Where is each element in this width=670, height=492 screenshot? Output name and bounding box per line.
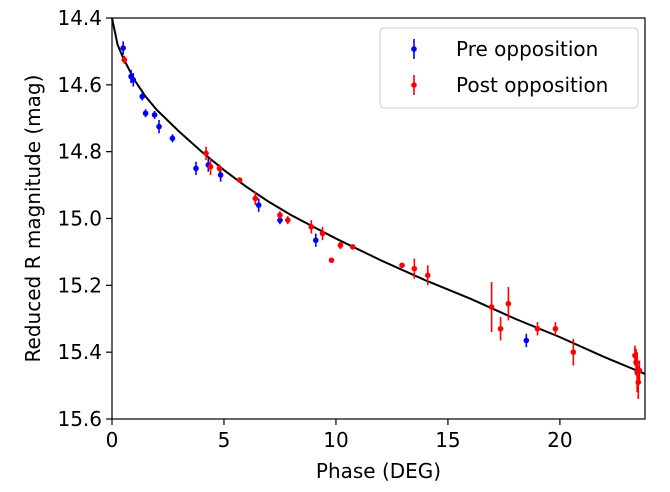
x-axis-ticks: 0 5 10 15 20 xyxy=(106,419,573,452)
x-tick-label: 20 xyxy=(547,428,572,452)
y-tick-label: 15.0 xyxy=(57,207,102,231)
y-axis-label: Reduced R magnitude (mag) xyxy=(21,75,45,363)
x-axis-label: Phase (DEG) xyxy=(316,459,441,483)
data-point xyxy=(285,217,291,223)
data-point xyxy=(488,304,495,310)
fit-curve xyxy=(111,17,646,375)
data-point xyxy=(552,325,559,332)
legend-label: Pre opposition xyxy=(456,37,598,61)
data-point xyxy=(328,257,335,264)
data-point xyxy=(236,177,243,183)
x-tick-label: 10 xyxy=(323,428,348,452)
data-point xyxy=(217,172,224,178)
data-point xyxy=(252,195,259,202)
series-pre-opposition xyxy=(120,41,530,348)
data-point xyxy=(570,349,577,355)
legend-marker xyxy=(411,82,417,88)
legend-label: Post opposition xyxy=(456,73,608,97)
x-tick-label: 15 xyxy=(435,428,460,452)
data-point xyxy=(636,367,643,374)
data-point xyxy=(216,165,223,172)
data-point xyxy=(635,379,642,386)
data-point xyxy=(399,262,405,269)
data-point xyxy=(523,337,530,344)
data-point xyxy=(505,300,512,307)
y-tick-label: 14.4 xyxy=(57,6,102,30)
data-point xyxy=(121,56,128,63)
y-tick-label: 14.6 xyxy=(57,73,102,97)
data-point xyxy=(203,150,209,157)
data-point xyxy=(312,237,319,244)
y-tick-label: 15.2 xyxy=(57,273,102,297)
y-tick-label: 14.8 xyxy=(57,140,102,164)
data-point xyxy=(156,123,162,130)
x-tick-label: 0 xyxy=(106,428,119,452)
data-point xyxy=(120,45,126,51)
data-point xyxy=(633,359,639,365)
data-point xyxy=(142,110,149,117)
data-point xyxy=(255,202,262,208)
x-tick-label: 5 xyxy=(218,428,231,452)
series-post-opposition xyxy=(121,55,643,399)
y-axis-ticks: 14.4 14.6 14.8 15.0 15.2 15.4 15.6 xyxy=(57,6,112,431)
data-point xyxy=(277,217,283,223)
data-point xyxy=(319,230,326,237)
data-points-layer xyxy=(120,41,643,399)
data-point xyxy=(337,242,344,249)
legend: Pre opposition Post opposition xyxy=(379,27,639,109)
data-point xyxy=(193,165,199,172)
data-point xyxy=(349,244,356,250)
legend-item: Pre opposition xyxy=(411,37,598,61)
data-point xyxy=(497,325,504,332)
data-point xyxy=(130,77,137,83)
y-tick-label: 15.4 xyxy=(57,340,102,364)
data-point xyxy=(534,325,541,332)
data-point xyxy=(207,163,214,170)
data-point xyxy=(139,93,146,100)
data-point xyxy=(308,224,315,230)
fit-curve-layer xyxy=(111,17,646,375)
legend-box xyxy=(379,27,639,109)
legend-marker xyxy=(411,46,417,52)
data-point xyxy=(151,112,158,118)
data-point xyxy=(169,135,176,142)
data-point xyxy=(277,212,283,218)
y-tick-label: 15.6 xyxy=(57,407,102,431)
data-point xyxy=(411,265,418,272)
data-point xyxy=(424,272,431,279)
legend-item: Post opposition xyxy=(411,73,608,97)
